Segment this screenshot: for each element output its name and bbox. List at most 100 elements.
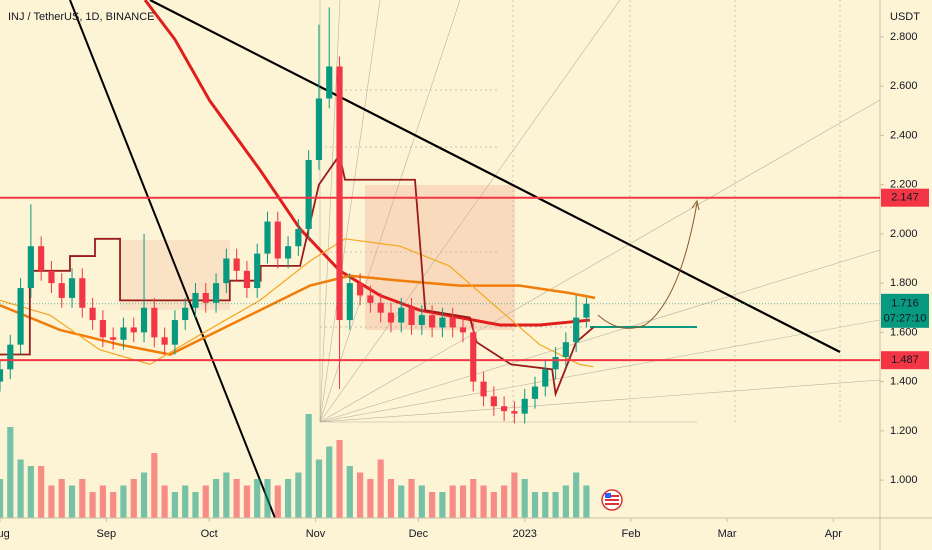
volume-bar	[470, 479, 477, 518]
volume-bar	[99, 485, 106, 518]
volume-bar	[264, 479, 271, 518]
chart-title: INJ / TetherUS, 1D, BINANCE	[8, 11, 155, 23]
candle-body	[387, 312, 395, 323]
volume-bar	[573, 472, 580, 518]
plot	[0, 0, 596, 518]
candle-body	[470, 332, 477, 382]
candle-body	[68, 278, 76, 298]
candle-body	[501, 406, 508, 412]
y-tick-label: 2.800	[890, 31, 918, 43]
volume-bar	[68, 485, 76, 518]
candle-body	[521, 398, 528, 414]
last-price-box	[881, 293, 929, 328]
candle-body	[284, 246, 292, 259]
volume-bar	[521, 479, 528, 518]
candle-body	[48, 270, 55, 284]
candle-body	[346, 283, 353, 321]
x-tick-label: Sep	[97, 528, 117, 540]
volume-bar	[161, 485, 168, 518]
candle-body	[212, 283, 220, 303]
volume-bar	[531, 492, 539, 518]
volume-bar	[501, 485, 508, 518]
candle-body	[542, 369, 549, 387]
candle-body	[130, 327, 137, 333]
volume-bar	[171, 492, 178, 518]
candle-body	[326, 66, 333, 99]
projection-arrow	[597, 202, 698, 329]
price-label-box	[881, 351, 929, 370]
candle-body	[161, 337, 168, 345]
volume-bar	[295, 472, 302, 518]
fib-fan	[319, 0, 880, 423]
x-tick-label: Feb	[622, 528, 641, 540]
candle-body	[439, 317, 446, 328]
candle-body	[377, 302, 384, 313]
candle-body	[27, 246, 34, 289]
volume-bar	[182, 485, 189, 518]
y-tick-label: 1.000	[890, 474, 918, 486]
trendline	[149, 0, 841, 353]
volume-bar	[346, 466, 353, 518]
volume-bar	[212, 479, 220, 518]
drawings	[69, 0, 880, 518]
volume-bar	[326, 446, 333, 518]
shaded-zone	[120, 240, 230, 310]
price-label: 1.487	[891, 354, 919, 366]
candle-body	[274, 221, 281, 259]
arrow-head	[691, 199, 700, 211]
x-tick-label: Dec	[409, 528, 429, 540]
volume-bar	[274, 485, 281, 518]
candle-body	[140, 307, 148, 333]
candle-body	[7, 344, 14, 370]
candle-body	[0, 369, 4, 382]
y-tick-label: 1.600	[890, 326, 918, 338]
volume-bar	[120, 485, 127, 518]
candle-body	[305, 160, 312, 229]
volume-bar	[583, 485, 590, 518]
candle-body	[17, 288, 24, 345]
volume-bar	[110, 492, 117, 518]
candle-body	[254, 253, 261, 289]
volume-bar	[562, 485, 569, 518]
volume-bar	[17, 459, 24, 518]
candle-body	[264, 221, 271, 254]
volume-bar	[202, 485, 209, 518]
candle-body	[79, 278, 86, 308]
volume-bar	[79, 479, 86, 518]
volume-bar	[398, 485, 405, 518]
candle-body	[398, 307, 405, 323]
candle-body	[192, 292, 199, 308]
volume-bar	[490, 492, 497, 518]
x-tick-label: Nov	[306, 528, 326, 540]
volume-bar	[0, 479, 4, 518]
y-unit: USDT	[890, 11, 920, 23]
candle-body	[336, 66, 343, 321]
candle-body	[182, 307, 189, 321]
candle-body	[459, 327, 467, 333]
x-tick-label: Aug	[0, 528, 10, 540]
y-tick-label: 2.600	[890, 80, 918, 92]
indicator-line	[0, 238, 594, 368]
volume-bar	[418, 485, 425, 518]
x-tick-label: Oct	[201, 528, 218, 540]
volume-bar	[38, 466, 45, 518]
candle-body	[408, 307, 415, 325]
volume-bar	[377, 459, 384, 518]
x-tick-label: 2023	[512, 528, 536, 540]
volume-bar	[58, 479, 65, 518]
y-tick-label: 1.200	[890, 425, 918, 437]
candle-body	[418, 315, 425, 325]
volume-bar	[48, 485, 55, 518]
candle-body	[243, 270, 251, 289]
candle-body	[449, 317, 456, 328]
y-tick-label: 2.000	[890, 228, 918, 240]
volume-bar	[254, 479, 261, 518]
candle-body	[531, 386, 539, 399]
y-tick-label: 1.800	[890, 277, 918, 289]
volume-bar	[130, 479, 137, 518]
y-tick-label: 2.400	[890, 129, 918, 141]
price-label-box	[881, 188, 929, 207]
volume-bar	[552, 492, 559, 518]
candle-body	[429, 315, 436, 328]
